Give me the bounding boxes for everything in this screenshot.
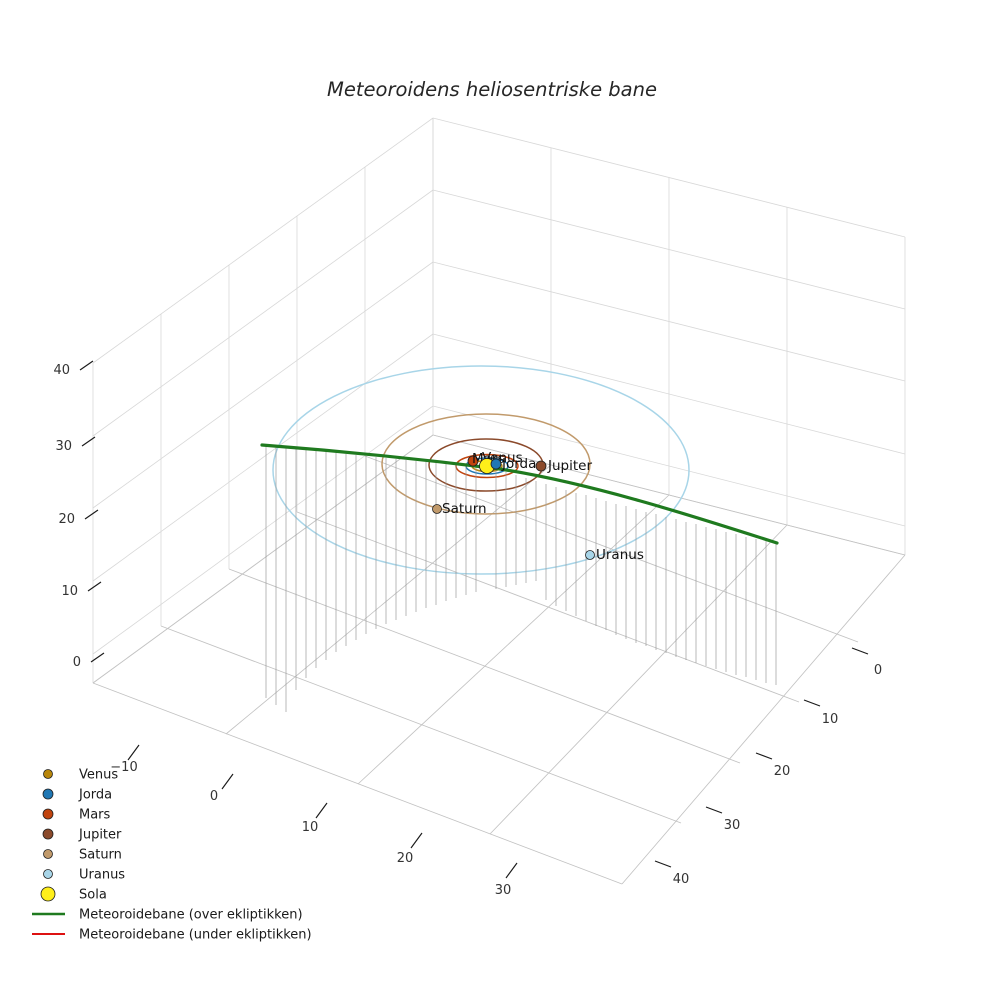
body-saturn: Saturn	[432, 501, 487, 517]
z-tick-10: 10	[61, 584, 78, 599]
legend-marker-jupiter	[42, 828, 54, 840]
x-tick-20: 20	[397, 851, 414, 866]
legend-marker-jorda	[42, 788, 54, 800]
y-axis-ticks: 0 10 20 30 40	[654, 647, 882, 887]
legend-label-sola: Sola	[79, 888, 107, 903]
x-axis-ticks: −10 0 10 20 30	[110, 744, 518, 898]
legend-marker-venus	[43, 769, 53, 779]
body-label-saturn: Saturn	[442, 501, 487, 517]
left-wall-pane	[92, 117, 434, 684]
body-uranus: Uranus	[585, 547, 644, 563]
legend-label-venus: Venus	[79, 768, 118, 783]
legend-item-saturn[interactable]: Saturn	[43, 848, 122, 863]
meteoroid-trail-above-ecliptic	[260, 443, 779, 545]
legend-item-uranus[interactable]: Uranus	[43, 868, 126, 883]
page-title: Meteoroidens heliosentriske bane	[327, 78, 657, 101]
body-label-jupiter: Jupiter	[547, 458, 592, 474]
legend-label-mars: Mars	[79, 808, 111, 823]
y-tick-20: 20	[774, 764, 791, 779]
legend-marker-sola	[40, 886, 56, 902]
legend-item-jorda[interactable]: Jorda	[42, 788, 112, 803]
orbit-saturn	[381, 413, 591, 515]
x-tick-0: 0	[210, 789, 218, 804]
floor-pane	[92, 434, 906, 885]
x-tick-30: 30	[495, 883, 512, 898]
x-tick-neg10: −10	[110, 760, 137, 775]
y-tick-0: 0	[874, 663, 882, 678]
legend-marker-saturn	[43, 849, 53, 859]
legend-label-trail-below: Meteoroidebane (under ekliptikken)	[79, 928, 312, 943]
y-tick-30: 30	[724, 818, 741, 833]
z-tick-30: 30	[55, 439, 72, 454]
legend-marker-uranus	[43, 869, 53, 879]
legend-item-trail-above[interactable]: Meteoroidebane (over ekliptikken)	[32, 908, 303, 923]
y-tick-40: 40	[673, 872, 690, 887]
legend-marker-mars	[42, 808, 54, 820]
legend-label-trail-above: Meteoroidebane (over ekliptikken)	[79, 908, 303, 923]
legend-label-jorda: Jorda	[78, 788, 112, 803]
z-axis-ticks: 40 30 20 10 0	[53, 360, 105, 670]
orbit-uranus	[272, 365, 690, 575]
body-label-uranus: Uranus	[596, 547, 644, 563]
legend-item-jupiter[interactable]: Jupiter	[42, 828, 122, 843]
legend-label-uranus: Uranus	[79, 868, 125, 883]
y-tick-10: 10	[822, 712, 839, 727]
body-jorda: Jorda	[490, 456, 536, 472]
legend-item-mars[interactable]: Mars	[42, 808, 111, 823]
legend-item-trail-below[interactable]: Meteoroidebane (under ekliptikken)	[32, 928, 312, 943]
legend-label-jupiter: Jupiter	[78, 828, 122, 843]
legend-item-sola[interactable]: Sola	[40, 886, 107, 903]
bodies-group: Saturn Uranus Jupiter Mars Venus Jorda	[432, 450, 644, 563]
meteoroid-stem-lines	[265, 446, 777, 712]
legend: Venus Jorda Mars Jupiter Saturn Uranus S…	[32, 768, 312, 943]
z-tick-0: 0	[73, 655, 81, 670]
axes-3d-panes	[92, 117, 906, 885]
legend-label-saturn: Saturn	[79, 848, 122, 863]
body-label-jorda: Jorda	[501, 456, 536, 472]
body-jupiter: Jupiter	[535, 458, 592, 474]
legend-item-venus[interactable]: Venus	[43, 768, 119, 783]
z-tick-20: 20	[58, 512, 75, 527]
z-tick-40: 40	[53, 363, 70, 378]
x-tick-10: 10	[302, 820, 319, 835]
